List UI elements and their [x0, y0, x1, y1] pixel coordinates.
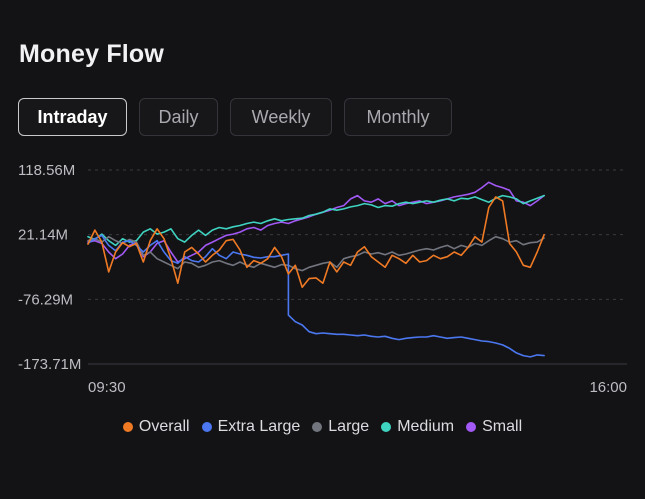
legend-label: Small: [482, 418, 523, 435]
legend-label: Large: [328, 418, 370, 435]
series-line-medium: [87, 194, 545, 247]
tab-weekly[interactable]: Weekly: [230, 98, 332, 136]
legend-dot-icon: [466, 422, 477, 432]
chart-legend: Overall Extra Large Large Medium Small: [0, 418, 645, 436]
money-flow-chart: 118.56M 21.14M -76.29M -173.71M 09:30 16:00: [18, 162, 627, 396]
legend-label: Medium: [397, 418, 455, 435]
panel-title: Money Flow: [19, 40, 165, 68]
series-line-overall: [87, 196, 545, 288]
period-tabs: Intraday Daily Weekly Monthly: [18, 98, 464, 136]
series-line-extra-large: [87, 234, 545, 358]
y-tick-label: -173.71M: [18, 356, 81, 373]
legend-dot-icon: [381, 422, 392, 432]
y-tick-label: 118.56M: [18, 162, 75, 179]
legend-item-large[interactable]: Large: [312, 418, 369, 436]
legend-item-small[interactable]: Small: [466, 418, 522, 436]
legend-label: Extra Large: [217, 418, 301, 435]
series-line-small: [87, 181, 545, 263]
x-tick-label: 09:30: [88, 379, 126, 396]
legend-item-overall[interactable]: Overall: [122, 418, 190, 436]
legend-dot-icon: [122, 422, 133, 432]
legend-item-extra-large[interactable]: Extra Large: [201, 418, 301, 436]
y-tick-label: 21.14M: [18, 227, 68, 244]
tab-monthly[interactable]: Monthly: [344, 98, 452, 136]
legend-label: Overall: [138, 418, 190, 435]
tab-intraday[interactable]: Intraday: [18, 98, 127, 136]
tab-daily[interactable]: Daily: [139, 98, 218, 136]
x-tick-label: 16:00: [589, 379, 627, 396]
legend-dot-icon: [201, 422, 212, 432]
legend-item-medium[interactable]: Medium: [381, 418, 454, 436]
y-tick-label: -76.29M: [18, 291, 73, 308]
legend-dot-icon: [312, 422, 323, 432]
